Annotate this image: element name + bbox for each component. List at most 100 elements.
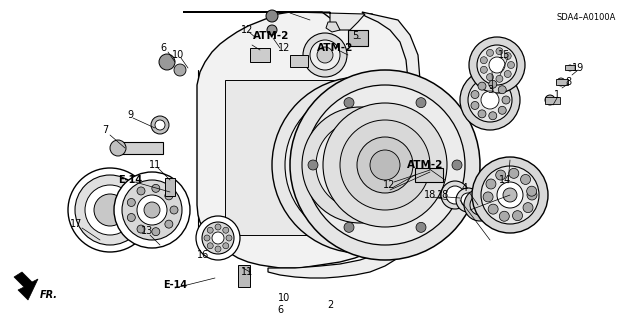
Circle shape	[470, 195, 490, 215]
Text: 10: 10	[172, 50, 184, 60]
Circle shape	[137, 195, 167, 225]
Circle shape	[85, 185, 135, 235]
Circle shape	[508, 62, 515, 69]
Circle shape	[416, 98, 426, 108]
Text: 12: 12	[241, 25, 253, 35]
Circle shape	[468, 78, 512, 122]
Circle shape	[489, 80, 497, 88]
Circle shape	[472, 157, 548, 233]
Circle shape	[502, 96, 510, 104]
Circle shape	[344, 222, 354, 232]
Circle shape	[151, 116, 169, 134]
Circle shape	[170, 206, 178, 214]
Text: 18: 18	[424, 190, 436, 200]
Circle shape	[486, 49, 493, 56]
Circle shape	[310, 40, 340, 70]
Circle shape	[323, 103, 447, 227]
Text: 11: 11	[149, 160, 161, 170]
Circle shape	[520, 174, 531, 184]
Circle shape	[174, 64, 186, 76]
Circle shape	[527, 186, 537, 196]
Text: 7: 7	[102, 125, 108, 135]
Text: E-14: E-14	[163, 280, 187, 290]
Bar	[415, 168, 443, 182]
Text: ATM-2: ATM-2	[253, 31, 289, 41]
Circle shape	[144, 202, 160, 218]
Circle shape	[557, 78, 565, 86]
Circle shape	[226, 235, 232, 241]
Circle shape	[461, 193, 475, 207]
Circle shape	[165, 220, 173, 228]
Circle shape	[75, 175, 145, 245]
Text: 16: 16	[197, 250, 209, 260]
Circle shape	[456, 188, 480, 212]
Circle shape	[215, 224, 221, 230]
Circle shape	[344, 98, 354, 108]
Circle shape	[481, 166, 539, 224]
Circle shape	[475, 200, 485, 210]
Text: 8: 8	[565, 77, 571, 87]
Circle shape	[503, 188, 517, 202]
Text: FR.: FR.	[40, 290, 58, 300]
Circle shape	[207, 227, 213, 233]
Polygon shape	[290, 12, 365, 30]
Text: 12: 12	[383, 180, 395, 190]
Circle shape	[308, 160, 318, 170]
Circle shape	[527, 190, 537, 200]
Circle shape	[464, 189, 496, 221]
Circle shape	[509, 168, 519, 178]
Bar	[225, 80, 345, 235]
Circle shape	[266, 10, 278, 22]
Text: E-14: E-14	[118, 175, 142, 185]
Circle shape	[159, 54, 175, 70]
Bar	[565, 65, 575, 70]
Circle shape	[486, 74, 493, 81]
Circle shape	[317, 47, 333, 63]
Circle shape	[94, 194, 126, 226]
Bar	[250, 48, 270, 62]
Circle shape	[137, 187, 145, 195]
Circle shape	[504, 70, 511, 78]
Text: 6: 6	[277, 305, 283, 315]
Circle shape	[68, 168, 152, 252]
Circle shape	[496, 75, 503, 82]
Circle shape	[446, 186, 464, 204]
Circle shape	[303, 33, 347, 77]
Circle shape	[499, 86, 506, 94]
Text: 14: 14	[499, 175, 511, 185]
Circle shape	[567, 65, 573, 71]
Polygon shape	[268, 12, 420, 278]
Circle shape	[481, 66, 487, 73]
Circle shape	[114, 172, 190, 248]
Polygon shape	[14, 272, 38, 300]
Circle shape	[452, 160, 462, 170]
Circle shape	[481, 91, 499, 109]
Circle shape	[285, 90, 435, 240]
Circle shape	[290, 70, 480, 260]
Circle shape	[441, 181, 469, 209]
Circle shape	[127, 198, 135, 206]
Text: 15: 15	[498, 50, 510, 60]
Circle shape	[122, 180, 182, 240]
Circle shape	[196, 216, 240, 260]
Circle shape	[497, 182, 523, 208]
Circle shape	[545, 95, 555, 105]
Text: 10: 10	[278, 293, 290, 303]
Text: 4: 4	[462, 183, 468, 193]
Text: 9: 9	[127, 110, 133, 120]
Circle shape	[496, 48, 503, 55]
Circle shape	[488, 204, 498, 214]
Circle shape	[207, 243, 213, 249]
Text: 19: 19	[572, 63, 584, 73]
Circle shape	[215, 246, 221, 252]
Text: 5: 5	[352, 31, 358, 41]
Circle shape	[486, 179, 496, 189]
Circle shape	[471, 101, 479, 109]
Circle shape	[272, 77, 448, 253]
Circle shape	[340, 120, 430, 210]
Circle shape	[165, 192, 173, 200]
Circle shape	[504, 53, 511, 60]
Text: 12: 12	[278, 43, 290, 53]
Circle shape	[478, 110, 486, 118]
Circle shape	[513, 211, 522, 221]
